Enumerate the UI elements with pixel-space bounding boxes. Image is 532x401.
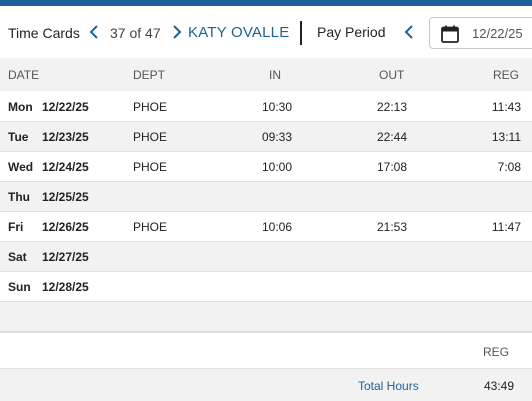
row-dept: PHOE [133,220,168,234]
row-day: Fri [8,220,24,234]
row-date: 12/24/25 [42,160,89,174]
row-date: 12/27/25 [42,250,89,264]
date-value: 12/22/25 [472,26,523,41]
table-row[interactable]: Mon 12/22/25 PHOE 10:30 22:13 11:43 [0,92,532,122]
table-row[interactable]: Fri 12/26/25 PHOE 10:06 21:53 11:47 [0,212,532,242]
row-dept: PHOE [133,130,168,144]
row-in: 10:06 [262,220,293,234]
header-dept[interactable]: DEPT [133,68,166,82]
blank-row [0,302,532,332]
row-dept: PHOE [133,160,168,174]
row-day: Tue [8,130,29,144]
chevron-left-icon [404,25,413,39]
row-day: Sat [8,250,27,264]
summary-header: REG [0,332,532,368]
page-title: Time Cards [8,25,80,41]
row-date: 12/23/25 [42,130,89,144]
row-out: 22:13 [377,100,408,114]
toolbar: Time Cards 37 of 47 KATY OVALLE Pay Peri… [0,6,532,58]
summary-reg-header: REG [482,345,509,359]
table-row[interactable]: Wed 12/24/25 PHOE 10:00 17:08 7:08 [0,152,532,182]
total-hours-row: Total Hours 43:49 [0,368,532,401]
total-hours-label: Total Hours [358,379,419,393]
row-in: 10:30 [262,100,293,114]
row-date: 12/22/25 [42,100,89,114]
table-row[interactable]: Sun 12/28/25 [0,272,532,302]
row-day: Mon [8,100,33,114]
next-employee-button[interactable] [169,21,185,43]
row-day: Thu [8,190,30,204]
row-out: 17:08 [377,160,408,174]
row-dept: PHOE [133,100,168,114]
row-date: 12/28/25 [42,280,89,294]
toolbar-divider [300,21,302,45]
chevron-right-icon [173,25,182,39]
row-date: 12/26/25 [42,220,89,234]
row-day: Sun [8,280,31,294]
row-day: Wed [8,160,34,174]
employee-counter: 37 of 47 [110,25,161,41]
calendar-icon[interactable] [440,24,460,44]
pay-period-label: Pay Period [317,24,386,40]
table-row[interactable]: Sat 12/27/25 [0,242,532,272]
row-reg: 11:43 [491,100,521,114]
row-out: 21:53 [377,220,408,234]
row-date: 12/25/25 [42,190,89,204]
employee-name[interactable]: KATY OVALLE [188,24,290,41]
pay-period-date-field[interactable]: 12/22/25 [429,17,532,49]
row-in: 10:00 [262,160,293,174]
previous-employee-button[interactable] [86,21,102,43]
previous-period-button[interactable] [400,21,418,43]
total-hours-value: 43:49 [483,379,514,393]
row-reg: 7:08 [497,160,521,174]
row-reg: 11:47 [491,220,521,234]
chevron-left-icon [89,25,98,39]
table-row[interactable]: Thu 12/25/25 [0,182,532,212]
table-row[interactable]: Tue 12/23/25 PHOE 09:33 22:44 13:11 [0,122,532,152]
header-out[interactable]: OUT [379,68,405,82]
header-in[interactable]: IN [269,68,281,82]
row-reg: 13:11 [491,130,521,144]
row-in: 09:33 [262,130,293,144]
row-out: 22:44 [377,130,408,144]
header-reg[interactable]: REG [492,68,519,82]
header-date[interactable]: DATE [8,68,40,82]
table-header: DATE DEPT IN OUT REG [0,58,532,91]
top-accent-bar [0,0,532,6]
